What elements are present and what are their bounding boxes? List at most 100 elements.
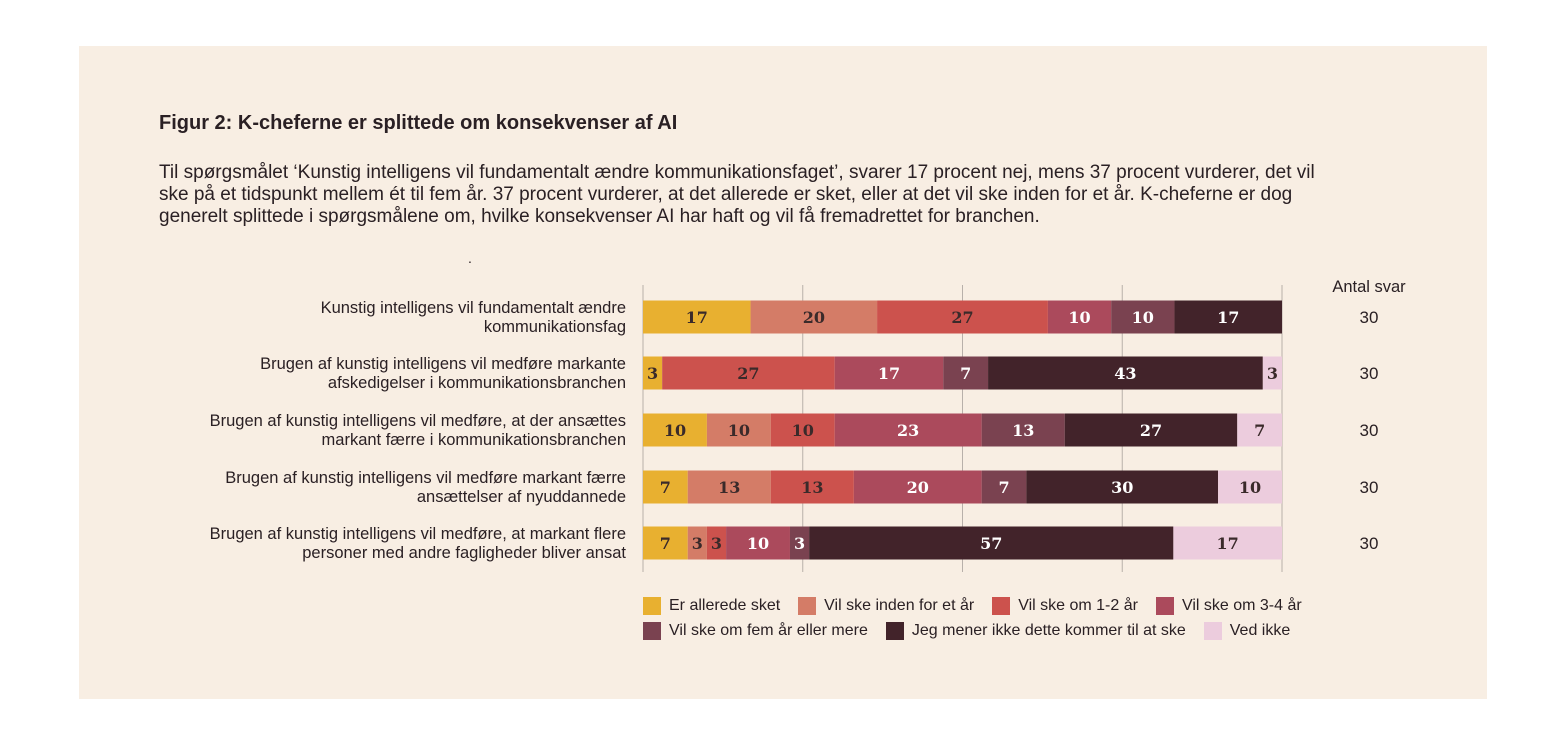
- bar-segment-r0-s2: [877, 300, 1048, 334]
- data-label-r2-s6: 7: [1254, 421, 1265, 440]
- data-label-r2-s3: 23: [897, 421, 919, 440]
- category-label-r0-line1: kommunikationsfag: [484, 318, 626, 336]
- data-label-r3-s0: 7: [660, 478, 671, 497]
- bar-segment-r3-s2: [770, 470, 854, 504]
- data-label-r4-s0: 7: [660, 534, 671, 553]
- legend-swatch-2: [992, 596, 1011, 615]
- legend-label-4: Vil ske om fem år eller mere: [669, 621, 868, 639]
- data-label-r1-s5: 43: [1114, 364, 1136, 383]
- bar-segment-r4-s3: [726, 526, 790, 560]
- category-label-r1-line1: afskedigelser i kommunikationsbranchen: [328, 374, 626, 392]
- data-label-r1-s6: 3: [1267, 364, 1278, 383]
- data-label-r0-s0: 17: [686, 308, 708, 327]
- chart-legend: Er allerede sket Vil ske inden for et år V…: [643, 593, 1403, 643]
- bar-segment-r3-s1: [687, 470, 771, 504]
- bar-segment-r4-s4: [789, 526, 810, 560]
- data-label-r1-s2: 27: [737, 364, 759, 383]
- data-label-r0-s4: 10: [1132, 308, 1154, 327]
- count-header: Antal svar: [1332, 278, 1406, 296]
- category-label-r4-line1: personer med andre fagligheder bliver an…: [302, 544, 626, 562]
- data-label-r2-s2: 10: [792, 421, 814, 440]
- data-label-r4-s5: 57: [980, 534, 1002, 553]
- stray-mark: .: [468, 250, 472, 266]
- data-label-r1-s0: 3: [647, 364, 658, 383]
- bar-segment-r4-s5: [809, 526, 1174, 560]
- data-label-r4-s1: 3: [692, 534, 703, 553]
- bar-segment-r4-s1: [687, 526, 707, 560]
- category-label-r0-line0: Kunstig intelligens vil fundamentalt ænd…: [321, 299, 626, 317]
- bar-segment-r1-s4: [943, 356, 989, 390]
- bar-segment-r3-s0: [643, 470, 688, 504]
- legend-item-4: Vil ske om fem år eller mere: [643, 621, 868, 640]
- bar-segment-r3-s5: [1026, 470, 1219, 504]
- category-label-r2-line0: Brugen af kunstig intelligens vil medfør…: [210, 412, 626, 430]
- data-label-r2-s4: 13: [1012, 421, 1034, 440]
- figure-title: Figur 2: K-cheferne er splittede om kons…: [159, 112, 678, 134]
- data-label-r3-s1: 13: [718, 478, 740, 497]
- legend-item-5: Jeg mener ikke dette kommer til at ske: [885, 621, 1186, 640]
- legend-item-1: Vil ske inden for et år: [798, 596, 974, 615]
- bar-segment-r3-s4: [981, 470, 1027, 504]
- data-label-r3-s4: 7: [998, 478, 1009, 497]
- data-label-r4-s4: 3: [794, 534, 805, 553]
- category-label-r4-line0: Brugen af kunstig intelligens vil medfør…: [210, 525, 626, 543]
- bar-segment-r0-s4: [1111, 300, 1175, 334]
- data-label-r2-s5: 27: [1140, 421, 1162, 440]
- data-label-r2-s1: 10: [728, 421, 750, 440]
- data-label-r0-s2: 27: [951, 308, 973, 327]
- bar-segment-r0-s1: [750, 300, 878, 334]
- bar-segment-r2-s0: [643, 413, 707, 447]
- data-label-r4-s2: 3: [711, 534, 722, 553]
- legend-swatch-6: [1203, 621, 1222, 640]
- data-label-r1-s4: 7: [960, 364, 971, 383]
- data-label-r4-s6: 17: [1217, 534, 1239, 553]
- bar-segment-r4-s0: [643, 526, 688, 560]
- legend-label-0: Er allerede sket: [669, 596, 781, 614]
- count-value-r0: 30: [1360, 308, 1379, 327]
- bar-segment-r0-s5: [1174, 300, 1282, 334]
- legend-label-5: Jeg mener ikke dette kommer til at ske: [911, 621, 1186, 639]
- bar-segment-r1-s2: [662, 356, 835, 390]
- legend-row-2: Vil ske om fem år eller mere Jeg mener ik…: [643, 618, 1403, 643]
- category-label-r3-line1: ansættelser af nyuddannede: [417, 488, 626, 506]
- data-label-r0-s1: 20: [803, 308, 825, 327]
- legend-row-1: Er allerede sket Vil ske inden for et år V…: [643, 593, 1403, 618]
- category-label-r3-line0: Brugen af kunstig intelligens vil medfør…: [225, 469, 626, 487]
- data-label-r3-s3: 20: [907, 478, 929, 497]
- category-label-r2-line1: markant færre i kommunikationsbranchen: [322, 431, 626, 449]
- bar-segment-r2-s5: [1064, 413, 1238, 447]
- legend-label-6: Ved ikke: [1229, 621, 1291, 639]
- data-label-r3-s5: 30: [1111, 478, 1133, 497]
- data-label-r0-s5: 17: [1217, 308, 1239, 327]
- legend-item-6: Ved ikke: [1203, 621, 1291, 640]
- bar-segment-r3-s3: [853, 470, 982, 504]
- bar-segment-r2-s3: [834, 413, 982, 447]
- bar-segment-r0-s0: [643, 300, 751, 334]
- bar-segment-r4-s6: [1173, 526, 1282, 560]
- data-label-r3-s2: 13: [801, 478, 823, 497]
- category-label-r1-line0: Brugen af kunstig intelligens vil medfør…: [260, 355, 626, 373]
- count-value-r3: 30: [1360, 478, 1379, 497]
- figure-subtitle: Til spørgsmålet ‘Kunstig intelligens vil…: [159, 162, 1315, 227]
- bar-segment-r2-s1: [706, 413, 771, 447]
- legend-swatch-1: [798, 596, 817, 615]
- data-label-r2-s0: 10: [664, 421, 686, 440]
- legend-swatch-0: [643, 596, 661, 615]
- bar-segment-r2-s4: [981, 413, 1065, 447]
- bar-segment-r2-s2: [770, 413, 835, 447]
- bar-segment-r4-s2: [706, 526, 727, 560]
- count-value-r1: 30: [1360, 364, 1379, 383]
- legend-swatch-4: [643, 621, 661, 640]
- legend-swatch-3: [1155, 596, 1174, 615]
- bar-segment-r2-s6: [1237, 413, 1282, 447]
- bar-segment-r3-s6: [1218, 470, 1282, 504]
- bar-segment-r1-s3: [834, 356, 944, 390]
- bar-segment-r0-s3: [1047, 300, 1112, 334]
- data-label-r0-s3: 10: [1068, 308, 1090, 327]
- data-label-r1-s3: 17: [878, 364, 900, 383]
- bar-segment-r1-s5: [988, 356, 1263, 390]
- count-value-r4: 30: [1360, 534, 1379, 553]
- legend-label-3: Vil ske om 3-4 år: [1181, 596, 1302, 614]
- legend-item-0: Er allerede sket: [643, 596, 781, 615]
